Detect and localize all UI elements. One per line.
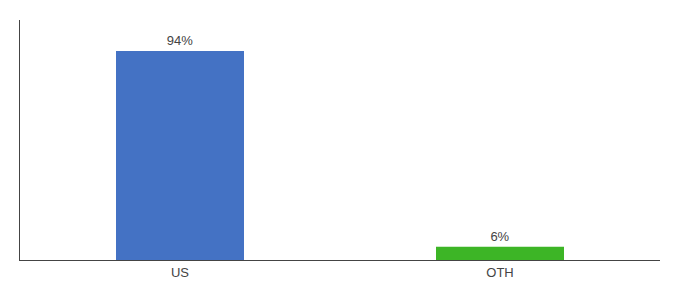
- svg-text:OTH: OTH: [486, 265, 513, 280]
- svg-text:US: US: [171, 265, 189, 280]
- svg-text:94%: 94%: [167, 33, 193, 48]
- svg-text:6%: 6%: [490, 229, 509, 244]
